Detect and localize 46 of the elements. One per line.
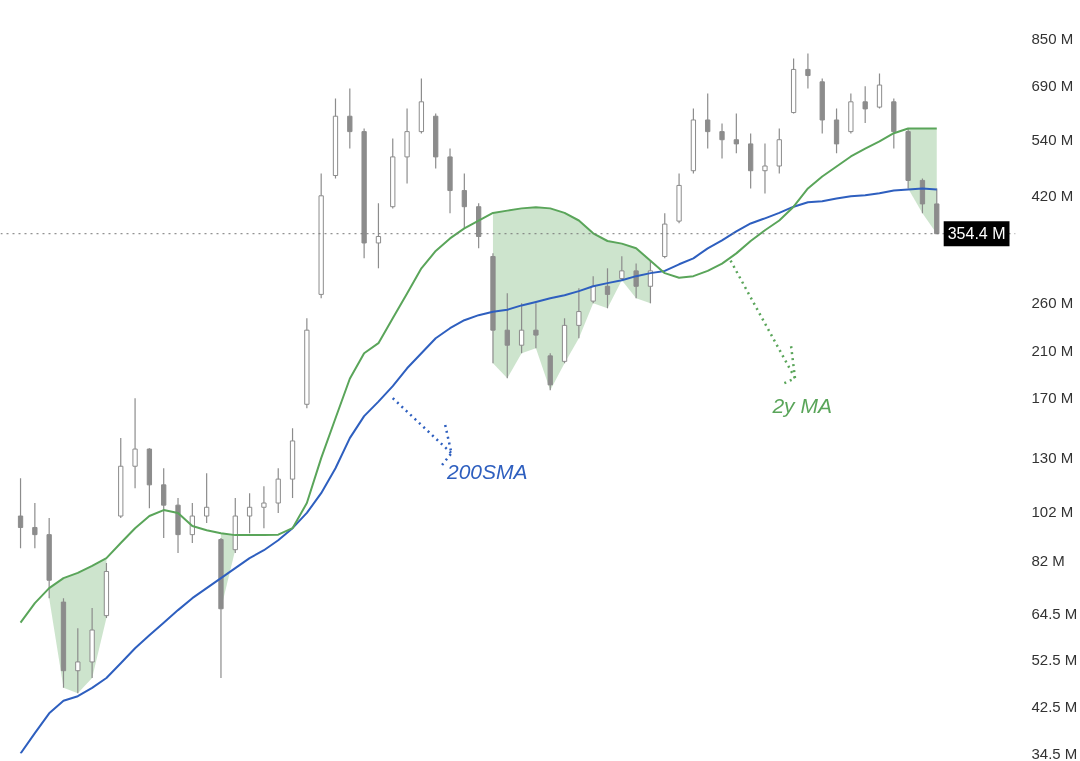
candlestick: [518, 302, 525, 354]
ref-line-label: 354.4 M: [947, 225, 1006, 243]
candlestick: [375, 202, 382, 269]
legend-label: 2y MA: [771, 394, 832, 418]
candlestick: [733, 112, 739, 154]
candlestick: [347, 87, 353, 150]
candlestick: [17, 477, 24, 549]
legend-label: 200SMA: [445, 460, 528, 484]
y-tick-label: 130 M: [1031, 448, 1074, 466]
candlestick: [633, 262, 639, 299]
candlestick: [204, 472, 210, 524]
candlestick: [576, 287, 582, 339]
candlestick: [876, 72, 883, 110]
y-tick-label: 82 M: [1031, 551, 1065, 569]
candlestick: [504, 292, 510, 379]
candlestick: [604, 267, 611, 309]
candlestick: [132, 397, 138, 489]
candlestick: [833, 107, 840, 154]
line-series: [19, 187, 938, 754]
y-tick-label: 850 M: [1031, 30, 1074, 47]
y-tick-label: 690 M: [1031, 76, 1074, 94]
candlestick: [719, 122, 725, 159]
candlestick: [275, 467, 281, 514]
y-tick-label: 52.5 M: [1031, 651, 1078, 669]
candlestick: [862, 85, 868, 124]
candlestick: [246, 492, 253, 534]
candlestick: [32, 502, 38, 549]
candlestick: [762, 142, 768, 194]
y-tick-label: 540 M: [1031, 131, 1074, 149]
candlestick: [461, 172, 467, 229]
candlestick: [590, 275, 596, 304]
y-tick-label: 420 M: [1031, 187, 1074, 205]
candlestick: [261, 485, 267, 529]
y-tick-label: 170 M: [1031, 389, 1074, 407]
line-series: [19, 127, 938, 624]
candlestick: [805, 52, 811, 90]
candlestick: [161, 467, 167, 539]
y-tick-label: 102 M: [1031, 503, 1074, 521]
y-tick-label: 34.5 M: [1031, 744, 1078, 761]
candlestick: [75, 627, 81, 694]
y-tick-label: 260 M: [1031, 294, 1074, 312]
y-tick-label: 210 M: [1031, 341, 1074, 359]
candlestick: [533, 302, 539, 349]
y-tick-label: 42.5 M: [1031, 698, 1078, 716]
candlestick: [705, 92, 711, 150]
y-tick-label: 64.5 M: [1031, 605, 1078, 623]
